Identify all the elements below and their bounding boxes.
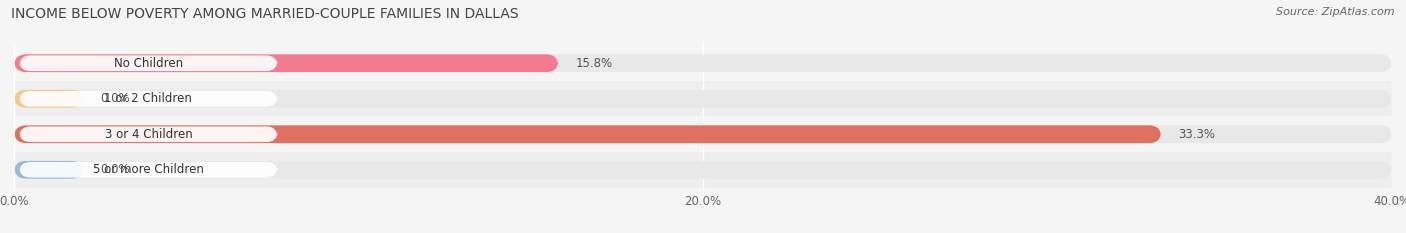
FancyBboxPatch shape: [14, 90, 83, 108]
FancyBboxPatch shape: [20, 91, 277, 106]
Text: No Children: No Children: [114, 57, 183, 70]
Text: 0.0%: 0.0%: [100, 92, 129, 105]
Text: 33.3%: 33.3%: [1178, 128, 1215, 141]
FancyBboxPatch shape: [14, 161, 83, 179]
Text: 1 or 2 Children: 1 or 2 Children: [104, 92, 193, 105]
Text: 5 or more Children: 5 or more Children: [93, 163, 204, 176]
Text: 3 or 4 Children: 3 or 4 Children: [104, 128, 193, 141]
FancyBboxPatch shape: [14, 54, 1392, 72]
FancyBboxPatch shape: [14, 125, 1161, 143]
Text: Source: ZipAtlas.com: Source: ZipAtlas.com: [1277, 7, 1395, 17]
FancyBboxPatch shape: [14, 125, 1392, 143]
FancyBboxPatch shape: [14, 152, 1392, 188]
Text: 15.8%: 15.8%: [575, 57, 613, 70]
FancyBboxPatch shape: [14, 54, 558, 72]
FancyBboxPatch shape: [14, 90, 1392, 108]
Text: INCOME BELOW POVERTY AMONG MARRIED-COUPLE FAMILIES IN DALLAS: INCOME BELOW POVERTY AMONG MARRIED-COUPL…: [11, 7, 519, 21]
FancyBboxPatch shape: [14, 161, 1392, 179]
FancyBboxPatch shape: [20, 127, 277, 142]
FancyBboxPatch shape: [14, 81, 1392, 116]
FancyBboxPatch shape: [14, 45, 1392, 81]
FancyBboxPatch shape: [20, 162, 277, 178]
FancyBboxPatch shape: [20, 55, 277, 71]
FancyBboxPatch shape: [14, 116, 1392, 152]
Text: 0.0%: 0.0%: [100, 163, 129, 176]
